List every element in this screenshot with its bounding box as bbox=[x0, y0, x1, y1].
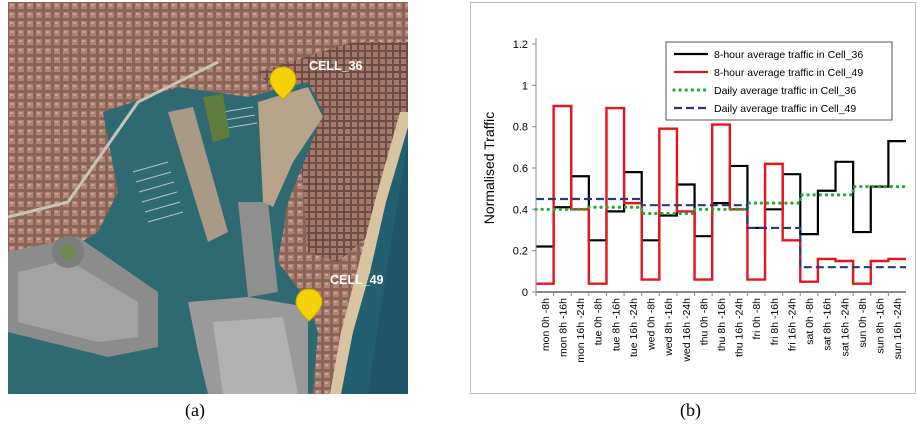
cell-36-label: CELL_36 bbox=[309, 59, 363, 73]
x-tick-label: thu 8h -16h bbox=[716, 298, 728, 351]
series-line-2 bbox=[536, 104, 906, 285]
x-tick-label: sun 0h -8h bbox=[857, 298, 869, 348]
y-tick-label: 0.8 bbox=[513, 122, 528, 134]
y-tick-label: 1 bbox=[522, 80, 528, 92]
x-tick-label: fri 0h -8h bbox=[751, 298, 763, 340]
cell-49-marker: CELL_49 bbox=[295, 273, 384, 322]
x-tick-label: mon 0h -8h bbox=[540, 298, 552, 351]
x-tick-label: wed 0h -8h bbox=[646, 298, 658, 351]
caption-a: (a) bbox=[185, 400, 205, 420]
legend-label: Daily average traffic in Cell_49 bbox=[714, 103, 856, 115]
y-tick-label: 0.6 bbox=[513, 163, 528, 175]
legend: 8-hour average traffic in Cell_36 8-hour … bbox=[665, 41, 893, 121]
y-tick-label: 0 bbox=[522, 287, 528, 299]
x-tick-label: tue 16h -24h bbox=[628, 298, 640, 357]
cell-36-marker: CELL_36 bbox=[269, 59, 363, 100]
y-tick-label: 0.4 bbox=[513, 204, 528, 216]
x-tick-label: sat 0h -8h bbox=[804, 298, 816, 345]
traffic-chart: 0 0.2 0.4 0.6 0.8 1 1.2 mon 0h -8h mon 8h -16h m… bbox=[470, 2, 916, 394]
x-tick-label: sun 8h -16h bbox=[875, 298, 887, 354]
aerial-map: CELL_36 CELL_49 bbox=[7, 2, 408, 394]
series-line-4 bbox=[536, 197, 906, 269]
cell-49-label: CELL_49 bbox=[330, 273, 384, 287]
legend-label: 8-hour average traffic in Cell_36 bbox=[714, 49, 863, 61]
marker-pin-icon bbox=[295, 288, 323, 322]
x-tick-label: wed 8h -16h bbox=[663, 298, 675, 357]
x-tick-label: sat 8h -16h bbox=[822, 298, 834, 351]
series-line-1 bbox=[536, 140, 906, 248]
legend-label: Daily average traffic in Cell_36 bbox=[714, 85, 856, 97]
y-axis-label: Normalised Traffic bbox=[481, 112, 497, 225]
x-tick-label: mon 8h -16h bbox=[557, 298, 569, 357]
x-tick-label: fri 16h -24h bbox=[786, 298, 798, 351]
legend-label: 8-hour average traffic in Cell_49 bbox=[714, 67, 863, 79]
x-tick-label: tue 0h -8h bbox=[593, 298, 605, 345]
x-tick-label: sun 16h -24h bbox=[892, 298, 904, 359]
marker-pin-icon bbox=[269, 66, 297, 100]
chart-panel: 0 0.2 0.4 0.6 0.8 1 1.2 mon 0h -8h mon 8h -16h m… bbox=[470, 2, 916, 394]
map-panel: CELL_36 CELL_49 bbox=[7, 2, 408, 394]
series-line-3 bbox=[534, 185, 908, 216]
x-tick-label: sat 16h -24h bbox=[839, 298, 851, 357]
x-tick-label: thu 0h -8h bbox=[698, 298, 710, 345]
y-tick-label: 1.2 bbox=[513, 39, 528, 51]
caption-b: (b) bbox=[680, 400, 701, 420]
x-tick-label: mon 16h -24h bbox=[575, 298, 587, 363]
x-tick-label: tue 8h -16h bbox=[610, 298, 622, 351]
y-tick-label: 0.2 bbox=[513, 246, 528, 258]
x-tick-label: fri 8h -16h bbox=[769, 298, 781, 345]
x-tick-label: thu 16h -24h bbox=[734, 298, 746, 357]
x-tick-label: wed 16h -24h bbox=[681, 298, 693, 363]
